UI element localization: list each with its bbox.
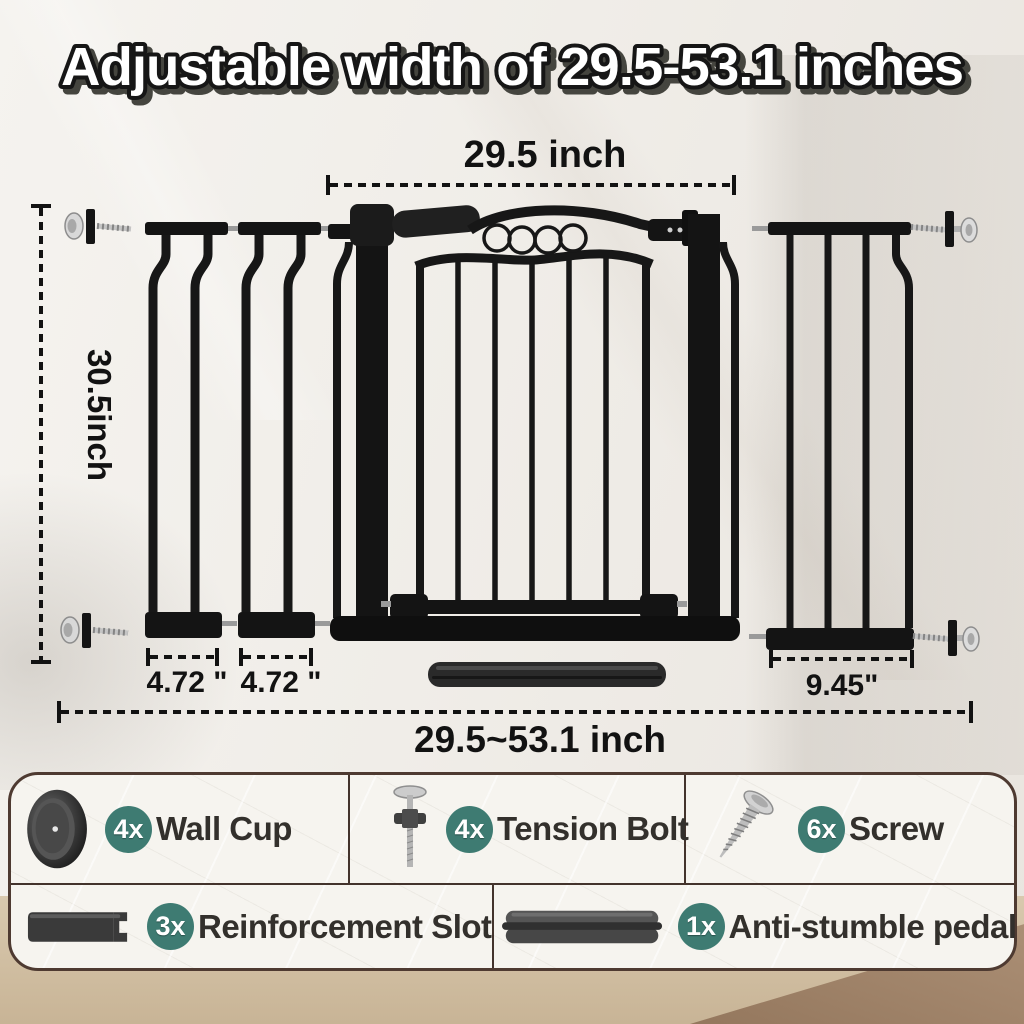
dimension-ext-2-label: 4.72 " [241, 666, 322, 699]
decorative-loops [482, 223, 588, 255]
qty-badge: 4x [446, 805, 493, 853]
dimension-ext-right-label: 9.45" [806, 669, 879, 702]
dimension-ext-2: 4.72 " [239, 648, 322, 699]
tension-bolt-bottom-right-icon [912, 620, 980, 656]
tension-bolt-icon [393, 785, 427, 867]
qty-badge: 1x [677, 903, 725, 950]
legend-item-label: Screw [849, 810, 944, 847]
wall-screw-bottom-left-icon [60, 613, 129, 648]
legend-item-label: Anti-stumble pedal [728, 907, 1018, 945]
extension-2bar-2 [238, 222, 336, 638]
anti-stumble-pedal [428, 662, 666, 687]
dimension-ext-1-label: 4.72 " [147, 666, 228, 699]
extension-2bar-1 [145, 222, 243, 638]
qty-badge: 6x [798, 805, 845, 853]
qty-badge: 4x [105, 805, 152, 853]
screw-icon [719, 790, 774, 858]
door-bars [455, 256, 609, 602]
page-title-text: Adjustable width of 29.5-53.1 inches [61, 37, 963, 97]
legend-item-tension-bolt: 4x Tension Bolt [350, 775, 689, 883]
dimension-overall: 29.5~53.1 inch [57, 701, 973, 760]
legend-item-label: Reinforcement Slot [198, 907, 492, 945]
legend-item-wall-cup: 4x Wall Cup [11, 775, 350, 883]
legend-item-screw: 6x Screw [686, 775, 1014, 883]
anti-stumble-pedal-icon [501, 910, 662, 943]
page-title: Adjustable width of 29.5-53.1 inches Adj… [57, 33, 974, 107]
dimension-ext-1: 4.72 " [146, 648, 228, 699]
parts-legend-panel: 4x Wall Cup 4x Tension Bolt [8, 772, 1017, 971]
extension-4bar-right [749, 222, 914, 650]
wall-cup-icon [27, 789, 87, 869]
dimension-overall-label: 29.5~53.1 inch [414, 719, 666, 760]
gate-handle [392, 205, 480, 238]
dimension-top-width: 29.5 inch [326, 134, 736, 195]
dimension-ext-right: 9.45" [769, 650, 914, 702]
legend-row-2: 3x Reinforcement Slot 1x Anti-stumble pe… [11, 885, 1017, 968]
legend-item-anti-stumble-pedal: 1x Anti-stumble pedal [494, 885, 1017, 968]
tension-bolt-top-right-icon [910, 211, 978, 247]
page-title-shadow: Adjustable width of 29.5-53.1 inches [66, 42, 968, 102]
legend-item-label: Tension Bolt [497, 810, 689, 847]
reinforcement-slot-icon [27, 911, 128, 942]
dimension-height-label: 30.5inch [81, 349, 118, 481]
legend-item-reinforcement-slot: 3x Reinforcement Slot [11, 885, 494, 968]
legend-item-label: Wall Cup [156, 810, 292, 847]
dimension-height: 30.5inch [31, 204, 118, 664]
legend-row-1: 4x Wall Cup 4x Tension Bolt [11, 775, 1014, 885]
dimension-top-width-label: 29.5 inch [464, 134, 627, 176]
wall-screw-top-left-icon [64, 209, 132, 244]
main-gate [328, 204, 740, 641]
qty-badge: 3x [147, 903, 194, 950]
